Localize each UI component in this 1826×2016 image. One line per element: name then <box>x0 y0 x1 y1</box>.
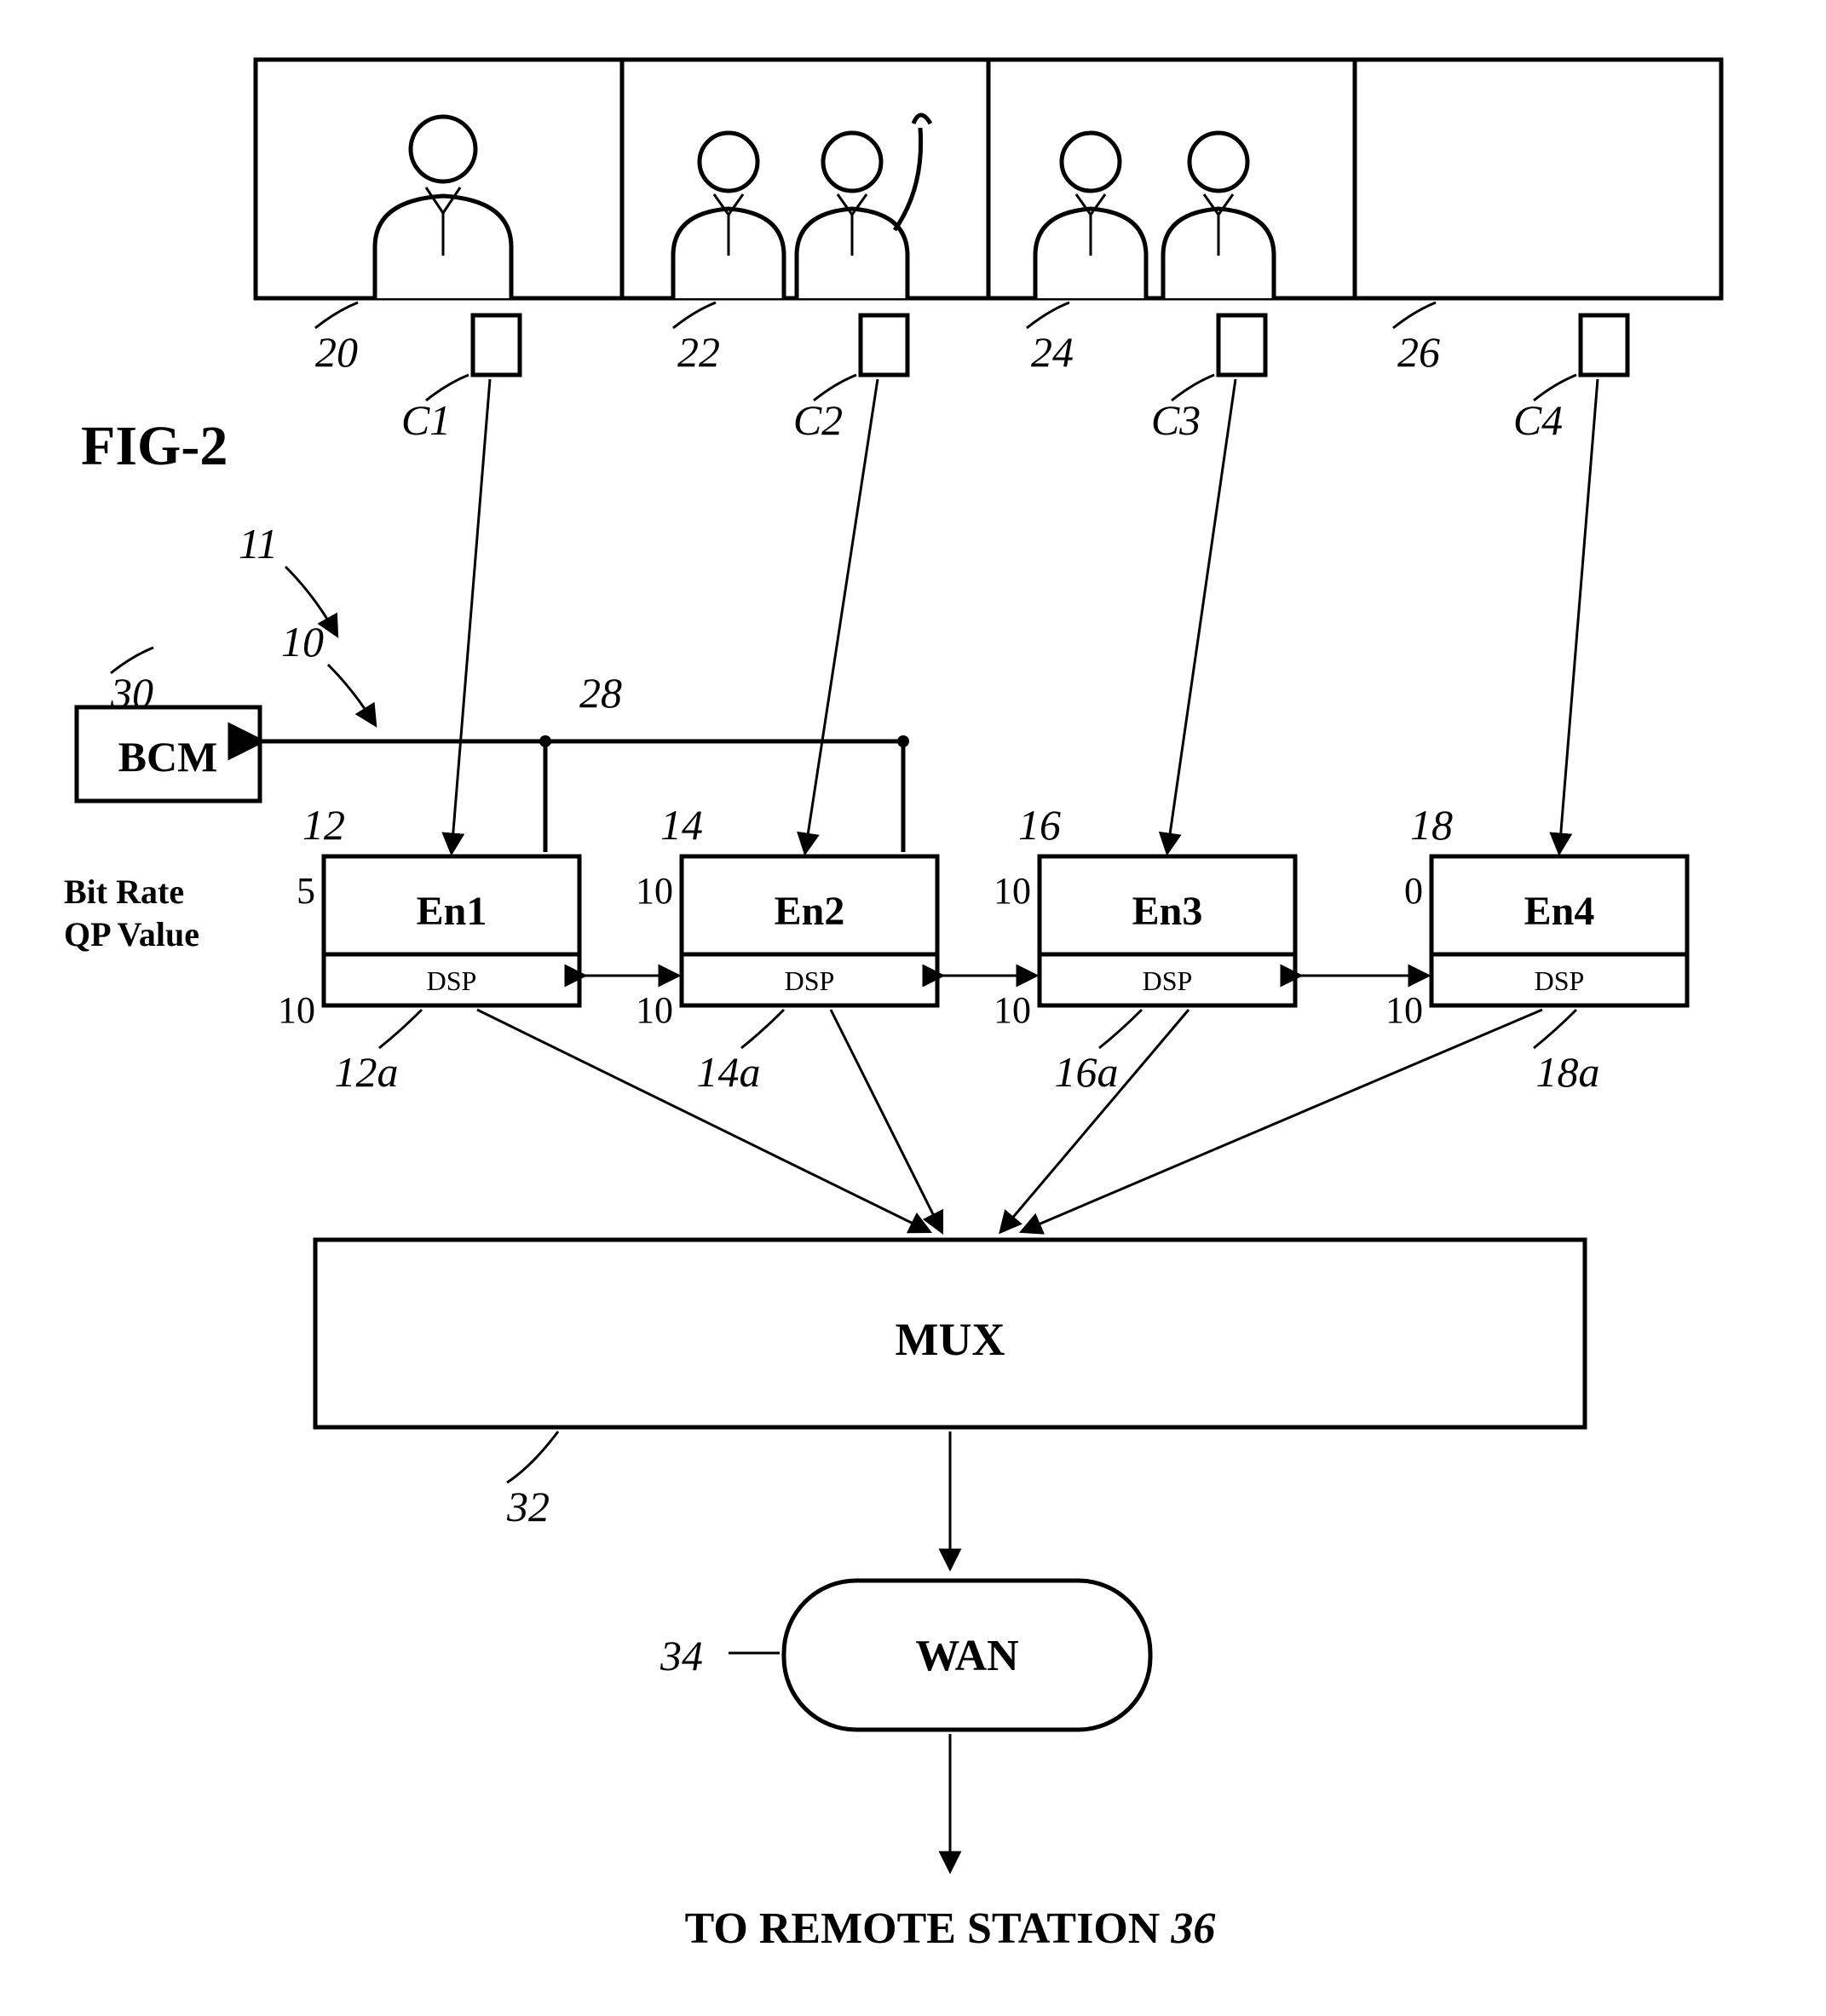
bcm-block: BCM 30 <box>77 648 260 801</box>
enc2-br: 10 <box>636 870 673 912</box>
encoder-2: En2 DSP 14 10 10 14a <box>636 801 937 1096</box>
panel-1-ref: 20 <box>315 328 358 376</box>
figure-label: FIG-2 <box>81 415 228 477</box>
mux-label: MUX <box>896 1314 1005 1365</box>
footer-ref: 36 <box>1170 1904 1215 1953</box>
side-annotation: Bit Rate QP Value <box>64 873 199 953</box>
enc4-qp: 10 <box>1385 989 1423 1031</box>
bcm-ref: 30 <box>110 669 153 717</box>
wan-label: WAN <box>915 1632 1018 1680</box>
encoder-3: En3 DSP 16 10 10 16a <box>994 801 1295 1096</box>
encoder-1: En1 DSP 12 5 10 12a <box>278 801 579 1096</box>
svg-text:TO REMOTE STATION 36: TO REMOTE STATION 36 <box>685 1904 1216 1953</box>
enc1-br: 5 <box>297 870 315 912</box>
enc2-sub: DSP <box>785 965 835 996</box>
encoders: En1 DSP 12 5 10 12a En2 DSP 14 10 10 14a… <box>278 801 1687 1096</box>
enc2-label: En2 <box>775 889 845 934</box>
camera-to-encoder-arrows <box>452 379 1598 852</box>
enc4-refa: 18a <box>1536 1048 1600 1096</box>
enc1-ref: 12 <box>302 801 345 849</box>
camera-4-label: C4 <box>1513 396 1563 444</box>
enc4-br: 0 <box>1404 870 1423 912</box>
panel-2-ref: 22 <box>677 328 720 376</box>
enc4-label: En4 <box>1524 889 1595 934</box>
wan-ref: 34 <box>660 1632 703 1679</box>
bcm-label: BCM <box>118 733 218 780</box>
enc3-br: 10 <box>994 870 1031 912</box>
panels-row <box>256 60 1721 298</box>
camera-2-label: C2 <box>793 396 843 444</box>
enc3-ref: 16 <box>1018 801 1061 849</box>
panel-3-ref: 24 <box>1031 328 1074 376</box>
panel-4-ref: 26 <box>1397 328 1440 376</box>
enc1-qp: 10 <box>278 989 315 1031</box>
bus-ref: 28 <box>579 669 622 717</box>
enc2-ref: 14 <box>660 801 703 849</box>
camera-3-label: C3 <box>1151 396 1201 444</box>
enc1-sub: DSP <box>427 965 477 996</box>
enc4-ref: 18 <box>1410 801 1453 849</box>
footer-text: TO REMOTE STATION <box>685 1904 1172 1953</box>
mux-ref: 32 <box>506 1483 550 1530</box>
enc2-refa: 14a <box>697 1048 761 1096</box>
enc1-refa: 12a <box>335 1048 399 1096</box>
encoder-4: En4 DSP 18 0 10 18a <box>1385 801 1687 1096</box>
side-line1: Bit Rate <box>64 873 184 911</box>
side-line2: QP Value <box>64 915 199 953</box>
upper-ref-arrows: 11 10 <box>239 520 375 724</box>
camera-1-label: C1 <box>401 396 451 444</box>
enc2-qp: 10 <box>636 989 673 1031</box>
enc3-qp: 10 <box>994 989 1031 1031</box>
ref-11: 11 <box>239 520 278 567</box>
footer: TO REMOTE STATION 36 <box>685 1904 1216 1953</box>
enc3-label: En3 <box>1132 889 1203 934</box>
camera-labels: C1 C2 C3 C4 <box>401 375 1576 444</box>
enc3-sub: DSP <box>1143 965 1193 996</box>
wan-block: WAN 34 <box>660 1581 1150 1730</box>
ref-10: 10 <box>281 618 324 665</box>
enc1-label: En1 <box>417 889 487 934</box>
enc4-sub: DSP <box>1535 965 1585 996</box>
enc3-refa: 16a <box>1055 1048 1119 1096</box>
encoders-to-mux <box>477 1010 1542 1231</box>
